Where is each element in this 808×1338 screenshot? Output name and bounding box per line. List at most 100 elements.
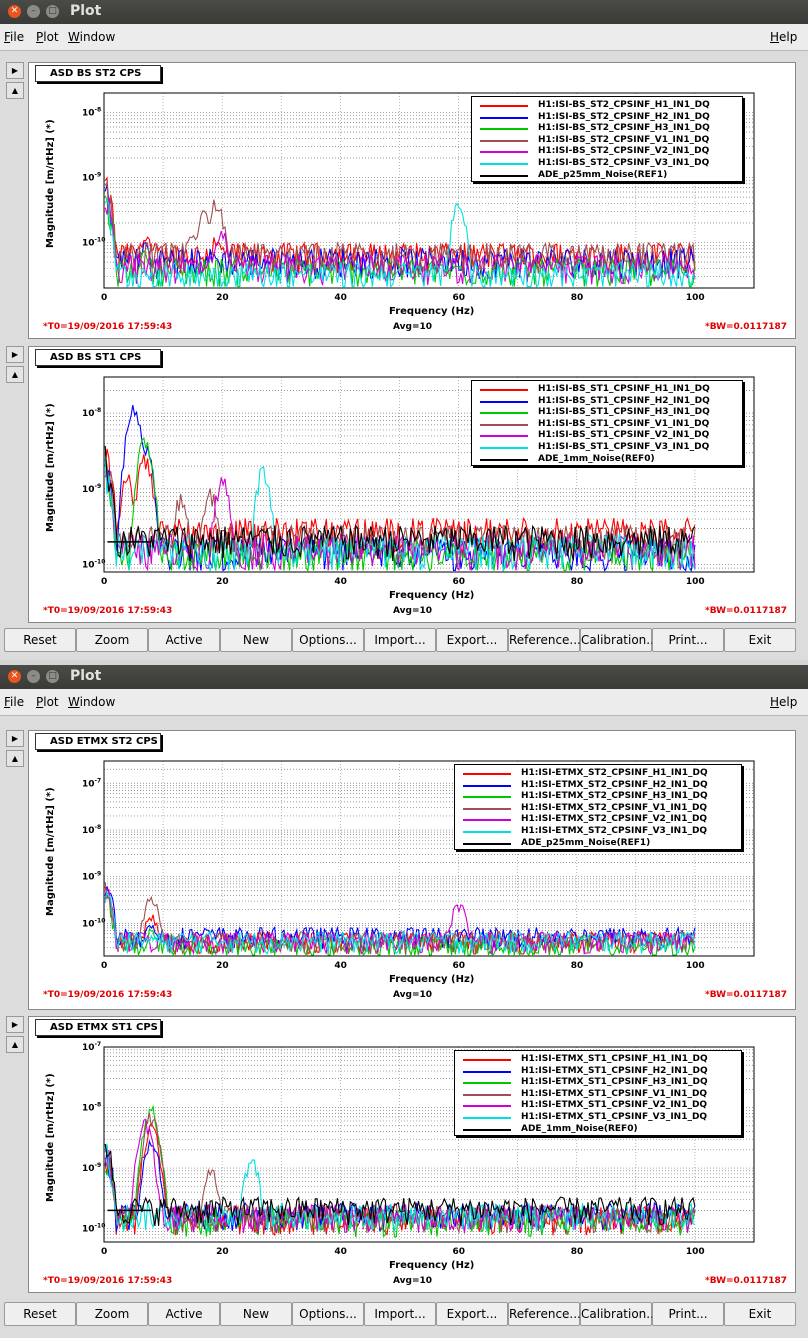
legend-label: H1:ISI-BS_ST1_CPSINF_V3_IN1_DQ [538, 442, 710, 452]
import-button[interactable]: Import... [364, 628, 436, 652]
x-tick-label: 80 [571, 577, 584, 587]
reference-button[interactable]: Reference... [508, 1302, 581, 1326]
menu-plot[interactable]: Plot [36, 695, 59, 709]
plot-panel: ASD ETMX ST1 CPS 10-7 10-8 10-9 10-10 0 20 40 60… [28, 1016, 796, 1293]
options-button[interactable]: Options... [292, 1302, 364, 1326]
legend-label: H1:ISI-BS_ST1_CPSINF_H2_IN1_DQ [538, 395, 710, 406]
legend-swatch [480, 174, 528, 177]
menu-plot[interactable]: Plot [36, 30, 59, 44]
y-tick-label: 10-7 [82, 1041, 101, 1053]
x-tick-label: 100 [686, 1247, 705, 1257]
x-tick-label: 0 [101, 1247, 107, 1257]
close-icon[interactable]: ✕ [8, 670, 21, 683]
window-title: Plot [70, 668, 102, 684]
menu-window[interactable]: Window [68, 30, 116, 44]
print-button[interactable]: Print... [652, 628, 724, 652]
options-button[interactable]: Options... [292, 628, 364, 652]
expand-arrow-icon[interactable]: ▶ [6, 346, 24, 363]
legend-label: H1:ISI-BS_ST2_CPSINF_H1_IN1_DQ [538, 100, 710, 110]
y-tick-label: 10-9 [82, 483, 101, 495]
collapse-arrow-icon[interactable]: ▲ [6, 366, 24, 383]
maximize-icon[interactable]: □ [46, 5, 59, 18]
calibration-button[interactable]: Calibration... [580, 1302, 658, 1326]
expand-arrow-icon[interactable]: ▶ [6, 730, 24, 747]
y-tick-label: 10-9 [82, 871, 101, 883]
close-icon[interactable]: ✕ [8, 5, 21, 18]
zoom-button[interactable]: Zoom [76, 1302, 148, 1326]
series-line-3 [104, 1112, 696, 1235]
legend-label: ADE_p25mm_Noise(REF1) [538, 169, 668, 180]
expand-arrow-icon[interactable]: ▶ [6, 1016, 24, 1033]
exit-button[interactable]: Exit [724, 628, 796, 652]
menu-file[interactable]: File [4, 30, 25, 44]
t0-label: *T0=19/09/2016 17:59:43 [43, 990, 173, 1000]
spectrum-chart[interactable]: 10-8 10-9 10-10 0 20 40 60 80 100 [29, 347, 795, 607]
y-tick-label: 10-7 [82, 777, 101, 789]
avg-label: Avg=10 [393, 1276, 433, 1286]
reset-button[interactable]: Reset [4, 628, 76, 652]
menu-file[interactable]: File [4, 695, 25, 709]
legend-label: H1:ISI-ETMX_ST1_CPSINF_V2_IN1_DQ [521, 1100, 708, 1111]
collapse-arrow-icon[interactable]: ▲ [6, 1036, 24, 1053]
new-button[interactable]: New [220, 1302, 292, 1326]
calibration-button[interactable]: Calibration... [580, 628, 658, 652]
x-tick-label: 20 [216, 1247, 229, 1257]
spectrum-chart[interactable]: 10-8 10-9 10-10 0 20 40 60 80 100 [29, 63, 795, 323]
legend-swatch [463, 1128, 511, 1131]
x-tick-label: 80 [571, 293, 584, 303]
menu-help[interactable]: Help [770, 30, 798, 44]
print-button[interactable]: Print... [652, 1302, 724, 1326]
series-line-4 [104, 197, 696, 286]
zoom-button[interactable]: Zoom [76, 628, 148, 652]
y-tick-label: 10-10 [82, 1223, 105, 1235]
legend-label: H1:ISI-ETMX_ST1_CPSINF_H1_IN1_DQ [521, 1054, 708, 1064]
avg-label: Avg=10 [393, 322, 433, 332]
x-tick-label: 80 [571, 961, 584, 971]
legend-label: H1:ISI-ETMX_ST1_CPSINF_V1_IN1_DQ [521, 1088, 708, 1099]
y-axis-label: Magnitude [m/rtHz] (*) [45, 1073, 56, 1202]
x-tick-label: 60 [453, 293, 466, 303]
y-axis-label: Magnitude [m/rtHz] (*) [45, 119, 56, 248]
plot-panel: ASD ETMX ST2 CPS 10-7 10-8 10-9 10-10 0 20 40 60… [28, 730, 796, 1010]
plot-frame [103, 92, 755, 289]
collapse-arrow-icon[interactable]: ▲ [6, 750, 24, 767]
legend-swatch [480, 400, 528, 403]
active-button[interactable]: Active [148, 628, 220, 652]
legend-label: H1:ISI-BS_ST1_CPSINF_V2_IN1_DQ [538, 430, 710, 441]
import-button[interactable]: Import... [364, 1302, 436, 1326]
reference-button[interactable]: Reference... [508, 628, 581, 652]
active-button[interactable]: Active [148, 1302, 220, 1326]
legend-swatch [480, 128, 528, 131]
export-button[interactable]: Export... [436, 1302, 508, 1326]
maximize-icon[interactable]: □ [46, 670, 59, 683]
new-button[interactable]: New [220, 628, 292, 652]
x-tick-label: 0 [101, 577, 107, 587]
reset-button[interactable]: Reset [4, 1302, 76, 1326]
x-tick-label: 60 [453, 1247, 466, 1257]
expand-arrow-icon[interactable]: ▶ [6, 62, 24, 79]
title-bar: ✕ – □ Plot [0, 665, 808, 689]
series-line-5 [104, 1143, 695, 1233]
minimize-icon[interactable]: – [27, 670, 40, 683]
y-tick-label: 10-10 [82, 559, 105, 571]
legend-label: H1:ISI-ETMX_ST2_CPSINF_V2_IN1_DQ [521, 814, 708, 825]
spectrum-chart[interactable]: 10-7 10-8 10-9 10-10 0 20 40 60 80 100 [29, 1017, 795, 1277]
panel-title: ASD ETMX ST1 CPS [35, 1019, 161, 1036]
legend-swatch [463, 1082, 511, 1085]
menu-help[interactable]: Help [770, 695, 798, 709]
menu-window[interactable]: Window [68, 695, 116, 709]
export-button[interactable]: Export... [436, 628, 508, 652]
title-bar: ✕ – □ Plot [0, 0, 808, 24]
x-axis-label: Frequency (Hz) [389, 974, 475, 985]
t0-label: *T0=19/09/2016 17:59:43 [43, 322, 173, 332]
x-tick-label: 20 [216, 293, 229, 303]
spectrum-chart[interactable]: 10-7 10-8 10-9 10-10 0 20 40 60 80 100 [29, 731, 795, 991]
legend-label: H1:ISI-ETMX_ST1_CPSINF_V3_IN1_DQ [521, 1112, 708, 1122]
t0-label: *T0=19/09/2016 17:59:43 [43, 1276, 173, 1286]
exit-button[interactable]: Exit [724, 1302, 796, 1326]
collapse-arrow-icon[interactable]: ▲ [6, 82, 24, 99]
minimize-icon[interactable]: – [27, 5, 40, 18]
x-tick-label: 80 [571, 1247, 584, 1257]
legend-label: H1:ISI-BS_ST2_CPSINF_V3_IN1_DQ [538, 158, 710, 168]
panel-title: ASD BS ST2 CPS [35, 65, 161, 82]
